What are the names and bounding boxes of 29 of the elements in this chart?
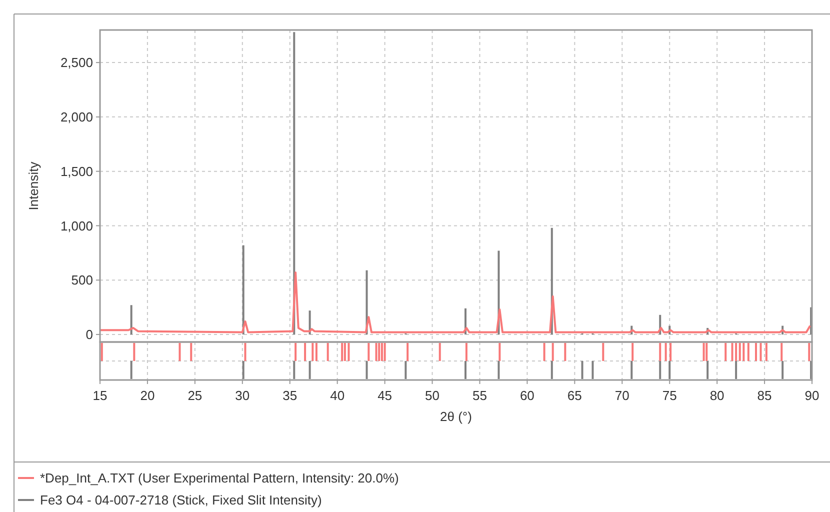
x-tick-label: 60 bbox=[520, 388, 534, 403]
legend-label: Fe3 O4 - 04-007-2718 (Stick, Fixed Slit Intensity) bbox=[40, 492, 322, 508]
x-tick-label: 50 bbox=[425, 388, 440, 403]
line-series bbox=[99, 271, 812, 334]
x-tick-label: 90 bbox=[804, 388, 820, 403]
x-tick-label: 20 bbox=[140, 388, 155, 403]
y-tick-label: 2,000 bbox=[60, 109, 93, 124]
x-tick-label: 80 bbox=[710, 388, 724, 403]
x-tick-label: 25 bbox=[188, 388, 202, 403]
y-tick-label: 0 bbox=[86, 327, 93, 342]
bar bbox=[242, 245, 244, 334]
x-tick-label: 55 bbox=[472, 388, 487, 403]
x-tick-label: 30 bbox=[235, 388, 250, 403]
x-tick-label: 40 bbox=[330, 388, 345, 403]
y-tick-label: 2,500 bbox=[60, 55, 93, 70]
x-tick-label: 65 bbox=[567, 388, 582, 403]
x-tick-label: 35 bbox=[282, 388, 298, 403]
bar bbox=[130, 305, 132, 334]
y-tick-label: 1,000 bbox=[60, 218, 93, 234]
x-tick-label: 15 bbox=[92, 388, 108, 403]
y-tick-label: 500 bbox=[71, 272, 93, 288]
legend-label: *Dep_Int_A.TXT (User Experimental Pattern, Intensity: 20.0%) bbox=[40, 470, 399, 486]
x-tick-label: 70 bbox=[614, 388, 630, 403]
x-tick-label: 75 bbox=[662, 388, 677, 403]
x-tick-label: 45 bbox=[378, 388, 392, 403]
x-axis-title: 2θ (°) bbox=[440, 409, 472, 424]
y-axis-title: Intensity bbox=[26, 161, 41, 210]
y-tick-label: 1,500 bbox=[60, 164, 93, 179]
x-tick-label: 85 bbox=[757, 388, 772, 403]
